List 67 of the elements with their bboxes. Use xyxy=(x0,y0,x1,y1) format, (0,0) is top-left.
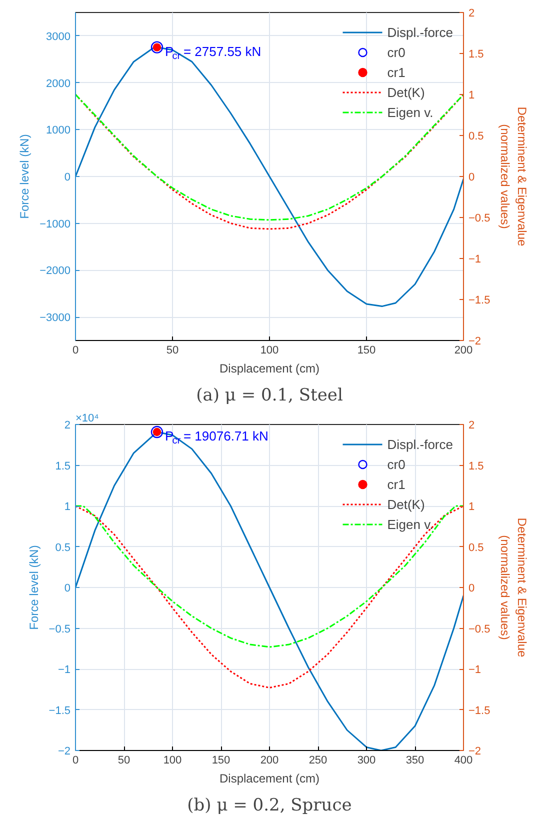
legend-label: Displ.-force xyxy=(387,436,453,452)
y-tick-label: 2 xyxy=(64,420,71,432)
y2-tick-label: 1 xyxy=(468,501,475,513)
legend-label: Det(K) xyxy=(387,84,425,100)
y2-tick-label: 2 xyxy=(468,420,475,432)
x-tick-label: 300 xyxy=(357,754,376,766)
y-tick-label: −1.5 xyxy=(48,704,71,717)
y-tick-label: 0 xyxy=(64,172,71,184)
y-tick-label: −1 xyxy=(58,664,71,676)
y-tick-label: −3000 xyxy=(40,312,71,324)
x-tick-label: 0 xyxy=(72,754,79,766)
legend-label: cr0 xyxy=(387,456,406,472)
y-tick-label: 0.5 xyxy=(55,542,71,554)
y-tick-label: 1000 xyxy=(46,124,71,137)
legend-label: Eigen v. xyxy=(387,104,434,120)
y2-tick-label: −2 xyxy=(468,336,482,348)
y2-tick-label: −0.5 xyxy=(468,623,490,636)
y2-tick-label: 1.5 xyxy=(468,48,484,60)
legend-label: Displ.-force xyxy=(387,24,453,40)
x-tick-label: 250 xyxy=(308,754,328,766)
y2-tick-label: −1 xyxy=(468,254,482,266)
y-tick-label: 1 xyxy=(64,501,71,513)
y2-axis-title: Determinent & Eigenvalue (normalized values) xyxy=(498,518,530,658)
x-tick-label: 150 xyxy=(357,344,376,356)
y-axis-title: Force level (kN) xyxy=(26,545,41,630)
x-tick-label: 50 xyxy=(166,344,179,356)
x-tick-label: 400 xyxy=(454,754,473,766)
y2-tick-label: 1 xyxy=(468,90,475,102)
x-axis-title: Displacement (cm) xyxy=(219,362,320,376)
text: (b) μ = 0.2, Spruce xyxy=(187,796,352,816)
y-tick-label: 1.5 xyxy=(55,460,71,472)
y-tick-label: 3000 xyxy=(46,30,71,43)
x-tick-label: 100 xyxy=(260,344,279,356)
legend-label: cr1 xyxy=(387,476,406,492)
text: (a) μ = 0.1, Steel xyxy=(196,386,343,406)
legend-label: Eigen v. xyxy=(387,516,434,532)
y-tick-label: 2000 xyxy=(46,78,71,90)
x-tick-label: 200 xyxy=(454,344,473,356)
y2-tick-label: −1 xyxy=(468,664,482,676)
y2-tick-label: −2 xyxy=(468,746,482,758)
x-tick-label: 0 xyxy=(72,344,79,356)
x-tick-label: 200 xyxy=(260,754,279,766)
y-axis-title: Force level (kN) xyxy=(18,134,32,219)
y-tick-label: −1000 xyxy=(40,218,71,230)
x-tick-label: 150 xyxy=(212,754,230,766)
y2-tick-label: 0.5 xyxy=(468,542,484,554)
y2-tick-label: 2 xyxy=(468,8,475,20)
y2-tick-label: −1.5 xyxy=(468,294,490,306)
y2-tick-label: −1.5 xyxy=(468,704,490,717)
y2-axis-title: Determinent & Eigenvalue (normalized values) xyxy=(498,106,530,247)
legend-label: Det(K) xyxy=(387,496,425,512)
y-tick-label: −2000 xyxy=(40,265,71,278)
text: ×10⁴ xyxy=(76,412,100,424)
y2-tick-label: 0 xyxy=(468,172,475,184)
y-tick-label: −0.5 xyxy=(48,623,71,636)
legend-label: cr1 xyxy=(387,64,406,80)
legend-label: cr0 xyxy=(387,44,406,60)
x-axis-title: Displacement (cm) xyxy=(219,772,320,786)
y2-tick-label: 0 xyxy=(468,582,475,594)
y-tick-label: −2 xyxy=(58,746,71,758)
x-tick-label: 350 xyxy=(406,754,424,766)
y2-tick-label: 1.5 xyxy=(468,460,484,472)
x-tick-label: 100 xyxy=(163,754,182,766)
y2-tick-label: −0.5 xyxy=(468,212,490,224)
y-tick-label: 0 xyxy=(64,582,71,594)
x-tick-label: 50 xyxy=(118,754,130,766)
y2-tick-label: 0.5 xyxy=(468,130,484,142)
